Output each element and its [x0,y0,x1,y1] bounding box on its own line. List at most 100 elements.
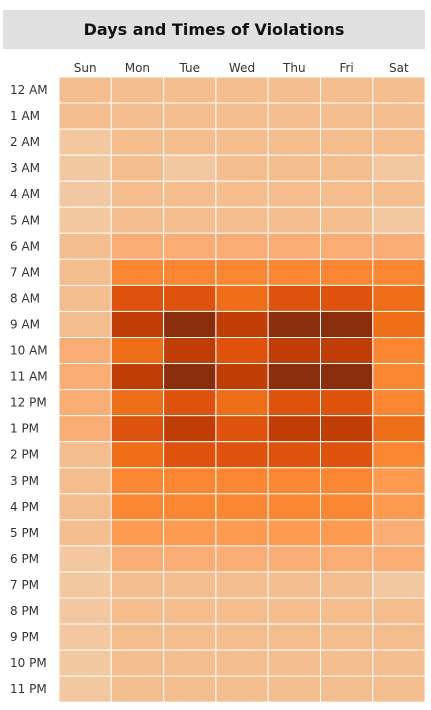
heatmap-cell-mon-9-am [110,310,165,339]
heatmap-cell-sun-4-am [58,180,112,208]
heatmap-cell-wed-1-am [215,102,269,130]
heatmap-cell-fri-6-am [320,232,374,260]
heatmap-cell-mon-5-pm [110,519,165,547]
hour-label-10-am: 10 AM [10,344,48,358]
heatmap-cell-fri-4-am [320,180,374,208]
heatmap-cell-tue-5-am [163,206,217,234]
heatmap-cell-sat-4-am [372,180,426,208]
heatmap-cell-fri-6-pm [320,545,374,573]
heatmap-cell-thu-2-am [267,128,322,156]
heatmap-cell-thu-5-pm [267,519,322,547]
heatmap-cell-wed-3-am [215,154,269,182]
heatmap-cell-sun-10-pm [58,649,112,677]
heatmap-cell-wed-2-am [215,128,269,156]
heatmap-cell-fri-2-am [320,128,374,156]
heatmap-cell-wed-8-pm [215,597,269,625]
heatmap-cell-sun-5-pm [58,519,112,547]
heatmap-cell-mon-10-pm [110,649,165,677]
heatmap-cell-fri-10-am [320,337,374,365]
heatmap-cell-sat-12-am [372,76,426,104]
heatmap-cell-fri-4-pm [320,493,374,521]
day-label-sat: Sat [389,61,409,75]
heatmap-cell-sat-9-pm [372,623,426,651]
hour-label-7-pm: 7 PM [10,578,39,592]
heatmap-cell-sat-11-pm [372,675,426,703]
heatmap-cell-tue-7-pm [163,571,217,599]
heatmap-cell-sat-12-pm [372,389,426,417]
heatmap-cell-thu-8-am [267,284,322,312]
heatmap-cell-wed-3-pm [215,467,269,495]
heatmap-cell-thu-5-am [267,206,322,234]
heatmap-cell-sun-11-pm [58,675,112,703]
hour-label-10-pm: 10 PM [10,656,47,670]
heatmap-cell-sun-7-pm [58,571,112,599]
hour-label-6-pm: 6 PM [10,552,39,566]
heatmap-cell-mon-1-pm [110,415,165,443]
heatmap-cell-mon-5-am [110,206,165,234]
hour-label-4-am: 4 AM [10,187,40,201]
heatmap-cell-thu-10-pm [267,649,322,677]
heatmap-cell-thu-12-pm [267,389,322,417]
heatmap-cell-thu-11-pm [267,675,322,703]
heatmap-cell-tue-10-pm [163,649,217,677]
heatmap-cell-mon-12-am [110,76,165,104]
heatmap-cell-thu-7-pm [267,571,322,599]
heatmap-cell-tue-1-pm [163,415,217,443]
heatmap-cell-thu-3-pm [267,467,322,495]
heatmap-cell-fri-2-pm [320,441,374,469]
heatmap-cell-thu-1-am [267,102,322,130]
heatmap-cell-fri-1-pm [320,415,374,443]
hour-label-9-pm: 9 PM [10,630,39,644]
heatmap-cell-thu-3-am [267,154,322,182]
heatmap-cell-sat-1-pm [372,415,426,443]
heatmap-cell-thu-1-pm [267,415,322,443]
heatmap-cell-tue-3-pm [163,467,217,495]
heatmap-cell-wed-4-pm [215,493,269,521]
heatmap-cell-fri-10-pm [320,649,374,677]
heatmap-cell-tue-8-am [163,284,217,312]
day-label-tue: Tue [179,61,201,75]
heatmap-cell-sun-11-am [58,363,112,391]
heatmap-cell-fri-11-pm [320,675,374,703]
heatmap-cell-sat-1-am [372,102,426,130]
heatmap-cell-tue-9-pm [163,623,217,651]
heatmap-cell-tue-2-am [163,128,217,156]
heatmap-cell-fri-11-am [320,363,374,391]
heatmap-cell-mon-4-pm [110,493,165,521]
heatmap-cell-sat-10-am [372,337,426,365]
heatmap-cell-tue-11-pm [163,675,217,703]
heatmap-cell-sun-12-am [58,76,112,104]
heatmap-cell-mon-3-pm [110,467,165,495]
heatmap-cell-fri-5-am [320,206,374,234]
heatmap-cell-sun-4-pm [58,493,112,521]
heatmap-cell-tue-4-am [163,180,217,208]
heatmap-cell-tue-5-pm [163,519,217,547]
heatmap-cell-sun-3-am [58,154,112,182]
heatmap-cell-mon-6-pm [110,545,165,573]
hour-label-5-am: 5 AM [10,213,40,227]
hour-labels: 12 AM 1 AM 2 AM 3 AM 4 AM 5 AM 6 AM 7 AM 8 AM 9 A… [10,83,48,696]
hour-label-3-pm: 3 PM [10,474,39,488]
heatmap-cell-sun-12-pm [58,389,112,417]
heatmap-cell-thu-8-pm [267,597,322,625]
heatmap-cell-thu-6-pm [267,545,322,573]
heatmap-cell-fri-3-pm [320,467,374,495]
hour-label-2-am: 2 AM [10,135,40,149]
heatmap-cell-mon-9-pm [110,623,165,651]
heatmap-cell-thu-4-am [267,180,322,208]
heatmap-cell-mon-2-am [110,128,165,156]
heatmap-cell-tue-6-am [163,232,217,260]
chart-title-bar: Days and Times of Violations [3,10,425,49]
heatmap-cell-wed-4-am [215,180,269,208]
heatmap-cell-mon-1-am [110,102,165,130]
heatmap-cell-wed-6-pm [215,545,269,573]
heatmap-cell-mon-6-am [110,232,165,260]
heatmap-cell-fri-5-pm [320,519,374,547]
heatmap-cell-tue-6-pm [163,545,217,573]
heatmap-cell-tue-1-am [163,102,217,130]
hour-label-8-am: 8 AM [10,291,40,305]
hour-label-1-pm: 1 PM [10,422,39,436]
heatmap-cell-sat-11-am [372,363,426,391]
heatmap-cell-wed-5-pm [215,519,269,547]
